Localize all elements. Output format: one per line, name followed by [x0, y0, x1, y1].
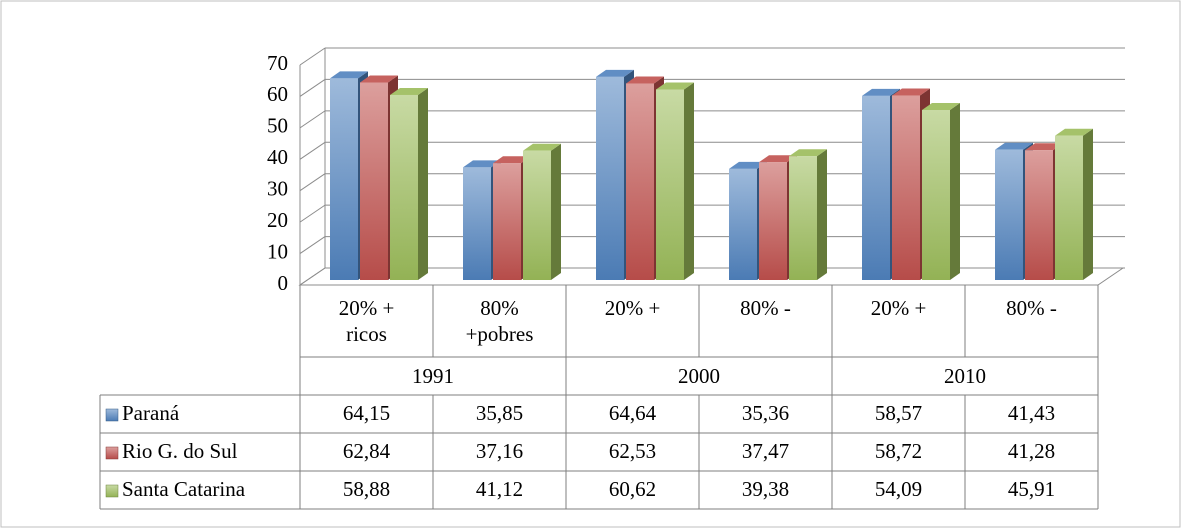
y-tick-label: 60	[267, 82, 288, 106]
table-value: 62,53	[609, 439, 656, 463]
bar-side	[817, 149, 827, 280]
group-label: 2010	[944, 364, 986, 388]
bar	[759, 162, 787, 280]
bar	[922, 110, 950, 280]
bar	[463, 167, 491, 280]
group-label: 2000	[678, 364, 720, 388]
x-tick-label: 80% -	[740, 296, 791, 320]
bar-top	[463, 160, 501, 168]
bar-top	[523, 143, 561, 151]
bar-side	[418, 87, 428, 280]
grid-line	[299, 204, 326, 223]
legend-swatch	[105, 446, 119, 460]
table-value: 37,16	[476, 439, 523, 463]
bar	[789, 156, 817, 280]
table-value: 54,09	[875, 477, 922, 501]
table-value: 35,36	[742, 401, 789, 425]
y-tick-label: 70	[267, 51, 288, 75]
table-value: 41,43	[1008, 401, 1055, 425]
legend-swatch	[105, 408, 119, 422]
y-tick-label: 50	[267, 114, 288, 138]
bar-top	[1055, 128, 1093, 136]
table-value: 58,57	[875, 401, 922, 425]
table-value: 41,28	[1008, 439, 1055, 463]
bar-top	[729, 161, 767, 169]
y-tick-label: 20	[267, 208, 288, 232]
bar-top	[493, 156, 531, 164]
bar	[862, 95, 890, 281]
x-tick-label: 20% +	[605, 296, 661, 320]
bar-top	[626, 76, 664, 84]
group-label: 1991	[412, 364, 454, 388]
table-value: 64,15	[343, 401, 390, 425]
grid-line	[299, 47, 326, 66]
table-value: 41,12	[476, 477, 523, 501]
bar	[729, 168, 757, 280]
bar-top	[390, 87, 428, 95]
bar-top	[330, 71, 368, 79]
x-tick-label: 80% -	[1006, 296, 1057, 320]
bar-top	[360, 75, 398, 83]
bar-top	[759, 155, 797, 163]
bar-top	[892, 88, 930, 96]
bar-top	[596, 69, 634, 77]
table-value: 58,72	[875, 439, 922, 463]
x-tick-label: 80% +pobres	[466, 296, 534, 346]
bar-side	[551, 143, 561, 280]
table-value: 45,91	[1008, 477, 1055, 501]
grid-line	[299, 141, 326, 160]
grid-line	[299, 173, 326, 192]
bar-top	[995, 142, 1033, 150]
bar	[523, 150, 551, 280]
table-value: 62,84	[343, 439, 391, 463]
bar	[626, 83, 654, 280]
x-tick-label: 20% +	[871, 296, 927, 320]
y-tick-label: 30	[267, 177, 288, 201]
bar	[360, 82, 388, 280]
bar-top	[656, 82, 694, 90]
bar-top	[922, 103, 960, 111]
y-tick-label: 10	[267, 239, 288, 263]
bar-top	[862, 88, 900, 96]
grid-line	[299, 236, 326, 254]
bar-side	[684, 82, 694, 280]
bar	[892, 95, 920, 280]
bar	[390, 94, 418, 280]
table-value: 64,64	[609, 401, 657, 425]
bar	[995, 149, 1023, 280]
bar-top	[1025, 143, 1063, 151]
grid-line	[299, 267, 326, 286]
bar	[493, 163, 521, 280]
table-value: 35,85	[476, 401, 523, 425]
bar-top	[789, 149, 827, 157]
y-tick-label: 40	[267, 145, 288, 169]
legend-swatch	[105, 484, 119, 498]
table-value: 37,47	[742, 439, 789, 463]
table-value: 39,38	[742, 477, 789, 501]
bar	[330, 78, 358, 280]
bar	[1055, 135, 1083, 280]
bar-side	[950, 103, 960, 280]
table-value: 58,88	[343, 477, 390, 501]
legend-label: Paraná	[122, 401, 180, 425]
bar-side	[1083, 128, 1093, 280]
legend-label: Santa Catarina	[122, 477, 246, 501]
bar	[1025, 150, 1053, 280]
x-tick-label: 20% + ricos	[339, 296, 395, 346]
bar	[596, 76, 624, 281]
legend-label: Rio G. do Sul	[122, 439, 238, 463]
y-tick-label: 0	[278, 271, 289, 295]
grid-line	[299, 110, 326, 129]
table-value: 60,62	[609, 477, 656, 501]
bar	[656, 89, 684, 280]
grid-line	[299, 79, 326, 97]
